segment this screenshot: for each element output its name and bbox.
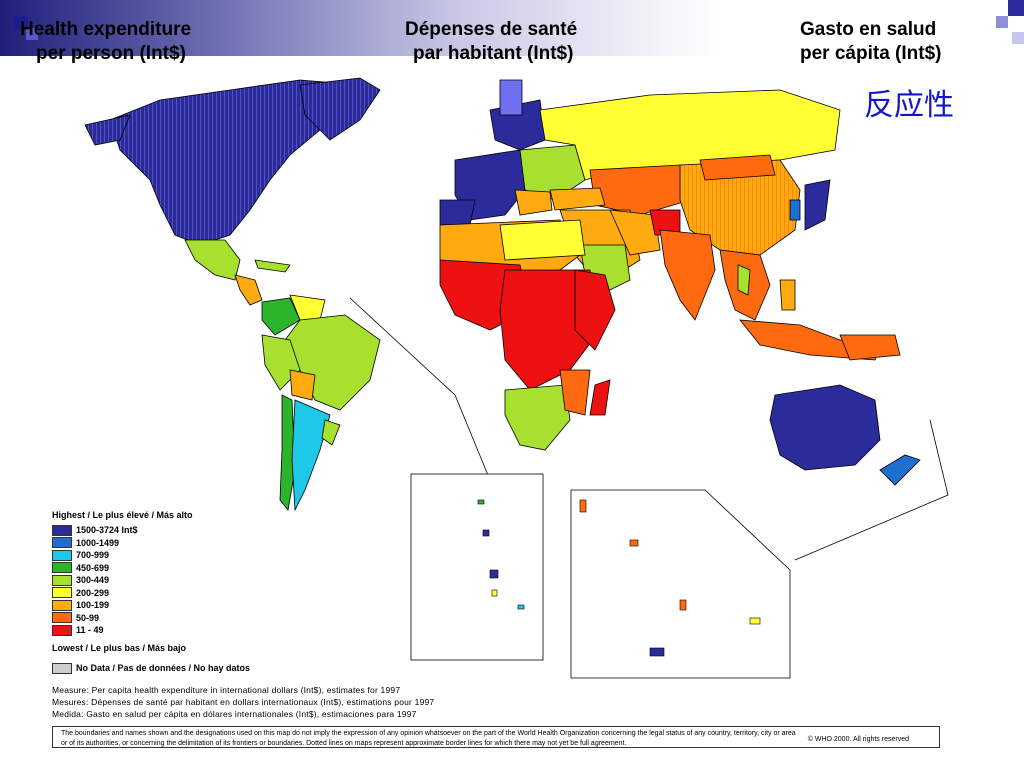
legend-highest-label: Highest / Le plus élevé / Más alto <box>52 510 193 520</box>
corner-square-decoration <box>14 16 28 30</box>
legend-swatch <box>52 524 72 536</box>
legend-no-data-label: No Data / Pas de données / No hay datos <box>76 663 251 673</box>
title-spanish: Gasto en salud per cápita (Int$) <box>800 18 1000 66</box>
title-spanish-line1: Gasto en salud <box>800 19 937 40</box>
region-colombia <box>261 297 301 336</box>
region-iran <box>609 209 661 256</box>
world-map <box>84 77 949 679</box>
legend-item-label: 100-199 <box>76 600 110 611</box>
title-english-line2: per person (Int$) <box>36 43 186 64</box>
legend-item: 11 - 49 <box>52 624 372 637</box>
legend-item: 700-999 <box>52 549 372 562</box>
legend-item: 200-299 <box>52 587 372 600</box>
legend-swatch <box>52 549 72 561</box>
legend-item: 300-449 <box>52 574 372 587</box>
region-argentina <box>291 399 331 512</box>
title-french: Dépenses de santé par habitant (Int$) <box>405 18 645 66</box>
disclaimer-line2: or of its authorities, or concerning the… <box>61 740 627 747</box>
legend-swatch <box>52 574 72 586</box>
region-greenland <box>299 77 381 141</box>
region-east-africa <box>574 269 616 351</box>
region-bolivia <box>289 369 316 401</box>
region-mozambique <box>559 369 591 416</box>
measure-english: Measure: Per capita health expenditure i… <box>52 685 401 695</box>
region-chile <box>279 394 296 511</box>
legend-item-label: 1500-3724 Int$ <box>76 525 138 536</box>
region-philippines <box>779 279 796 311</box>
inset-leader-line <box>349 297 491 481</box>
region-thailand <box>737 264 751 296</box>
legend-item-label: 50-99 <box>76 612 100 623</box>
inset-caribbean <box>410 473 544 661</box>
region-iberia <box>439 199 476 226</box>
region-korea <box>789 199 801 221</box>
region-india <box>659 229 716 321</box>
title-spanish-line2: per cápita (Int$) <box>800 43 942 64</box>
inset-pacific <box>570 489 791 679</box>
cjk-caption: 反应性 <box>864 88 954 123</box>
legend-item-label: 450-699 <box>76 562 110 573</box>
disclaimer-copyright: © WHO 2000. All rights reserved <box>807 736 909 743</box>
region-japan <box>804 179 831 231</box>
corner-square-decoration <box>1012 32 1024 44</box>
legend-swatch <box>52 587 72 599</box>
legend-item-label: 300-449 <box>76 575 110 586</box>
measure-french: Mesures: Dépenses de santé par habitant … <box>52 697 435 707</box>
inset-leader-line <box>794 419 949 561</box>
region-alaska <box>84 114 131 146</box>
measure-spanish: Medida: Gasto en salud per cápita en dól… <box>52 709 417 719</box>
disclaimer-line1: The boundaries and names shown and the d… <box>61 730 796 737</box>
region-kazakhstan <box>589 164 691 216</box>
region-southern-africa <box>504 384 571 451</box>
region-caribbean <box>254 259 291 273</box>
legend-item: 1000-1499 <box>52 537 372 550</box>
legend-swatch <box>52 537 72 549</box>
measure-note: Measure: Per capita health expenditure i… <box>52 684 434 720</box>
title-bar <box>0 0 1024 56</box>
legend-swatch <box>52 612 72 624</box>
legend-item: 100-199 <box>52 599 372 612</box>
legend-item-label: 1000-1499 <box>76 537 120 548</box>
legend-item: 50-99 <box>52 612 372 625</box>
legend-no-data-swatch <box>52 662 72 674</box>
legend-item-label: 200-299 <box>76 587 110 598</box>
region-central-america <box>234 274 263 306</box>
legend-no-data: No Data / Pas de données / No hay datos <box>52 662 372 674</box>
region-mexico <box>184 239 241 281</box>
region-libya-egypt <box>499 219 586 261</box>
region-iceland-rect <box>499 79 523 116</box>
legend-swatch <box>52 624 72 636</box>
disclaimer-box: The boundaries and names shown and the d… <box>52 726 940 748</box>
region-turkey <box>549 187 606 211</box>
legend-item: 450-699 <box>52 562 372 575</box>
region-balkans <box>514 189 553 216</box>
legend: Highest / Le plus élevé / Más alto 1500-… <box>52 510 372 674</box>
region-north-america <box>109 79 361 246</box>
title-english-line1: Health expenditure <box>20 19 192 40</box>
corner-square-decoration <box>996 16 1008 28</box>
legend-item-label: 700-999 <box>76 550 110 561</box>
region-madagascar <box>589 379 611 416</box>
title-english: Health expenditure per person (Int$) <box>20 18 260 66</box>
region-australia <box>769 384 881 471</box>
legend-rows: 1500-3724 Int$ 1000-1499 700-999 450-699 300… <box>52 524 372 637</box>
corner-square-decoration <box>1008 0 1024 16</box>
legend-swatch <box>52 562 72 574</box>
corner-square-decoration <box>26 28 38 40</box>
region-papua <box>839 334 901 361</box>
legend-item-label: 11 - 49 <box>76 625 104 636</box>
legend-lowest-label: Lowest / Le plus bas / Más bajo <box>52 642 187 653</box>
region-mongolia <box>699 154 776 181</box>
legend-swatch <box>52 599 72 611</box>
region-uruguay <box>321 419 341 446</box>
region-new-zealand <box>879 454 921 486</box>
title-french-line1: Dépenses de santé <box>405 19 578 40</box>
legend-item: 1500-3724 Int$ <box>52 524 372 537</box>
title-french-line2: par habitant (Int$) <box>413 43 574 64</box>
